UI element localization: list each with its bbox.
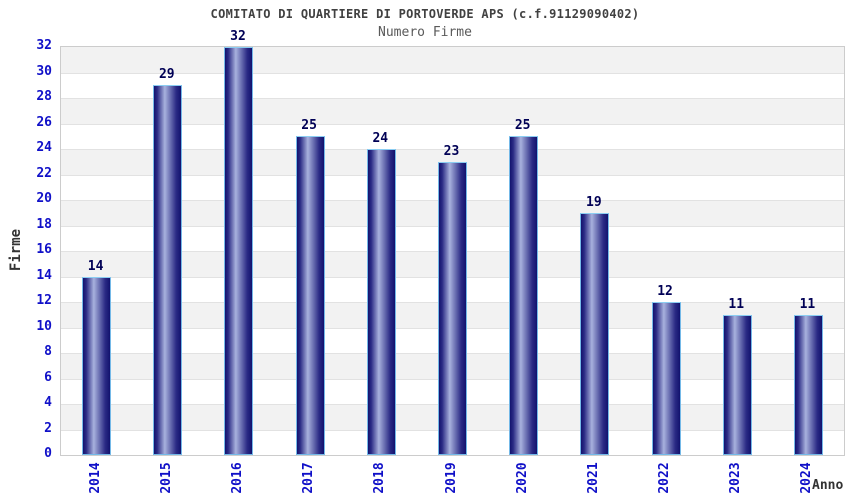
- x-tick-label: 2019: [443, 462, 459, 494]
- bar-value-label: 23: [443, 143, 460, 159]
- bar-value-label: 24: [372, 131, 389, 146]
- y-tick-label: 32: [36, 38, 52, 53]
- plot-band: [61, 72, 844, 98]
- y-tick-label: 18: [36, 216, 52, 232]
- y-tick-label: 0: [44, 446, 52, 461]
- bar-2018: [366, 149, 396, 455]
- y-tick-label: 16: [36, 242, 52, 257]
- x-tick-label: 2016: [229, 462, 245, 494]
- bar-2024: [793, 314, 823, 455]
- bar-2022: [651, 302, 681, 455]
- y-tick-label: 22: [36, 165, 52, 181]
- bar-value-label: 29: [158, 67, 175, 83]
- y-axis-title: Firme: [8, 228, 24, 272]
- x-tick-label: 2022: [657, 462, 673, 494]
- bar-2014: [82, 276, 112, 455]
- y-tick-label: 26: [36, 114, 52, 130]
- y-tick-label: 10: [36, 318, 52, 334]
- bar-value-label: 32: [230, 29, 246, 44]
- bar-2015: [153, 85, 183, 455]
- y-tick-label: 4: [44, 395, 52, 410]
- x-tick-label: 2018: [372, 462, 388, 494]
- plot-area: [60, 46, 845, 456]
- plot-band: [61, 47, 844, 73]
- plot-band: [61, 123, 844, 149]
- x-tick-label: 2023: [728, 462, 744, 494]
- bar-value-label: 14: [87, 258, 104, 274]
- chart-subtitle: Numero Firme: [378, 25, 472, 40]
- plot-band: [61, 98, 844, 124]
- x-tick-label: 2017: [301, 462, 317, 494]
- bar-value-label: 11: [728, 296, 745, 312]
- y-tick-label: 6: [44, 369, 52, 385]
- gridline: [61, 149, 844, 150]
- x-axis-title: Anno: [812, 478, 844, 493]
- bar-2023: [722, 314, 752, 455]
- y-tick-label: 24: [36, 140, 52, 155]
- bar-2021: [580, 212, 610, 455]
- y-tick-label: 28: [36, 89, 52, 104]
- chart-title: COMITATO DI QUARTIERE DI PORTOVERDE APS …: [210, 7, 640, 21]
- x-tick-label: 2020: [514, 462, 530, 494]
- bar-2020: [509, 136, 539, 455]
- y-tick-label: 8: [44, 344, 52, 359]
- gridline: [61, 123, 844, 125]
- bar-value-label: 19: [586, 194, 602, 210]
- bar-value-label: 12: [657, 284, 673, 299]
- y-tick-label: 2: [44, 420, 52, 436]
- y-tick-label: 12: [36, 293, 52, 308]
- bar-value-label: 25: [301, 118, 317, 134]
- bar-2017: [295, 136, 325, 455]
- bar-value-label: 11: [799, 296, 816, 312]
- y-tick-label: 14: [36, 267, 52, 283]
- y-tick-label: 20: [36, 191, 52, 206]
- bar-value-label: 25: [514, 118, 531, 134]
- gridline: [61, 98, 844, 99]
- x-tick-label: 2015: [158, 462, 174, 494]
- x-tick-label: 2014: [87, 462, 103, 494]
- x-tick-label: 2021: [585, 462, 601, 494]
- bar-2016: [224, 47, 254, 455]
- y-tick-label: 30: [36, 63, 52, 79]
- gridline: [61, 72, 844, 74]
- bar-2019: [438, 161, 467, 455]
